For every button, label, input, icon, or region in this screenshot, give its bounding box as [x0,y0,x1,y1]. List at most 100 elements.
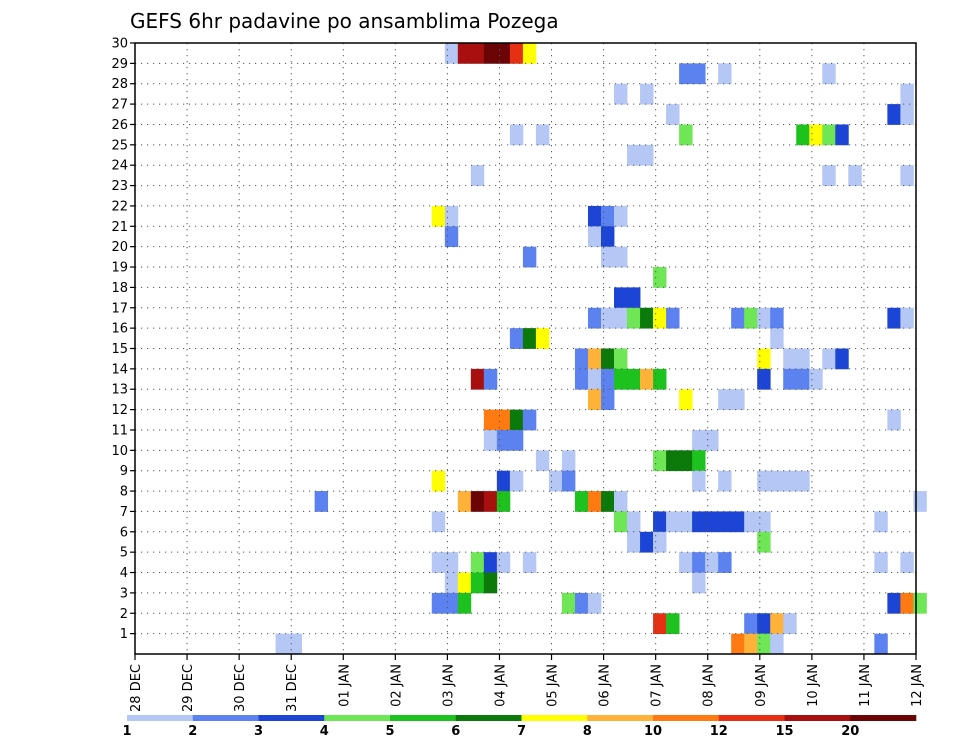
grid [135,43,916,654]
heatmap-cell [614,246,628,268]
heatmap-cell [522,246,537,268]
heatmap-cell [601,389,615,410]
y-tick-label: 19 [111,261,128,276]
y-tick-label: 18 [111,281,128,296]
legend-label: 1 [122,724,131,739]
y-tick-label: 7 [120,505,128,520]
y-tick-label: 15 [111,342,128,357]
heatmap-cell [614,491,628,512]
heatmap-cell [496,552,511,573]
heatmap-cell [431,552,446,573]
y-tick-label: 29 [111,57,128,72]
y-tick-label: 6 [120,525,128,540]
x-axis: 28 DEC 29 DEC 30 DEC 31 DEC 01 JAN 02 JAN 03 J… [129,654,925,712]
legend-label: 5 [385,724,394,739]
heatmap-cell [561,450,576,472]
x-tick-label: 02 JAN [389,664,404,707]
heatmap-cell [822,348,836,370]
heatmap-cell [679,511,693,533]
heatmap-cell [483,409,498,431]
heatmap-cell [509,470,524,492]
heatmap-cell [614,287,628,309]
heatmap-cell [783,613,797,635]
heatmap-cell [731,307,745,329]
y-tick-label: 26 [111,118,128,133]
legend-swatch [587,715,654,721]
heatmap-cell [587,368,602,390]
heatmap-cell [574,348,589,370]
heatmap-cell [614,511,628,533]
heatmap-cell [614,205,628,227]
y-tick-label: 12 [111,403,128,418]
heatmap-cell [614,368,628,390]
heatmap-cell [614,83,628,105]
heatmap-cell [718,389,732,410]
y-tick-label: 2 [120,607,128,622]
heatmap-cell [614,348,628,370]
heatmap-cell [431,470,446,492]
heatmap-cell [770,633,784,655]
heatmap-cell [457,572,472,594]
heatmap-cell [744,511,758,533]
x-tick-label: 29 DEC [181,664,196,712]
y-tick-label: 22 [111,199,128,214]
heatmap-cell [587,348,602,370]
heatmap-cell [900,552,914,573]
heatmap-cell [757,613,771,635]
heatmap-cell [757,348,771,370]
heatmap-cell [627,531,641,553]
heatmap-cell [587,226,602,248]
heatmap-cell [627,307,641,329]
heatmap-cell [692,572,706,594]
heatmap-cell [444,592,459,614]
heatmap-cell [457,491,472,512]
legend-label: 7 [517,724,526,739]
heatmap-cell [744,613,758,635]
heatmap-cell [783,348,797,370]
legend-swatch [850,715,917,721]
y-tick-label: 24 [111,159,128,174]
heatmap-cell [444,205,459,227]
legend-swatch [258,715,325,721]
heatmap-cell [731,511,745,533]
heatmap-cell [757,368,771,390]
heatmap-cell [509,43,524,64]
heatmap-cell [666,511,680,533]
heatmap-cell [561,592,576,614]
heatmap-cell [483,552,498,573]
heatmap-cell [796,470,810,492]
heatmap-cell [627,287,641,309]
heatmap-cell [874,633,888,655]
heatmap-cell [770,307,784,329]
heatmap-cell [705,552,719,573]
legend-label: 6 [451,724,460,739]
heatmap-cell [587,205,602,227]
heatmap-cell [718,552,732,573]
heatmap-cell [431,205,446,227]
x-tick-label: 07 JAN [650,664,665,707]
heatmap-cell [535,328,550,349]
heatmap-cell [614,307,628,329]
heatmap-cell [653,307,667,329]
legend-swatch [390,715,457,721]
legend-swatch [718,715,785,721]
heatmap-cell [718,63,732,85]
heatmap-cell [666,450,680,472]
heatmap-cell [444,552,459,573]
heatmap-cell [574,368,589,390]
heatmap-cell [470,368,485,390]
x-tick-label: 06 JAN [598,664,613,707]
heatmap-cell [496,470,511,492]
y-tick-label: 4 [120,566,128,581]
y-tick-label: 5 [120,546,128,561]
heatmap-cell [692,450,706,472]
heatmap-cell [522,552,537,573]
y-tick-label: 14 [111,362,128,377]
heatmap-cell [470,572,485,594]
heatmap-cell [601,368,615,390]
heatmap-cell [783,368,797,390]
heatmap-cell [509,409,524,431]
legend-label: 12 [710,724,728,739]
heatmap-cell [574,491,589,512]
